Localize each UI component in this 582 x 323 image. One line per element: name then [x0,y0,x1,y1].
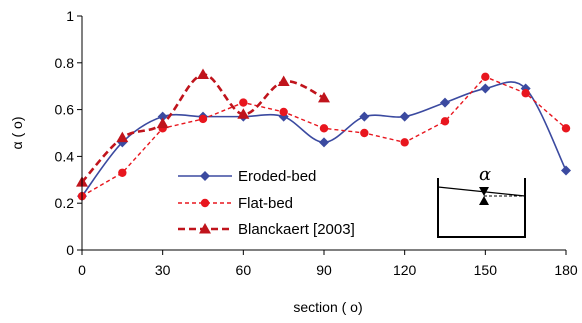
legend-label-2: Blanckaert [2003] [238,221,355,238]
data-point-1 [198,114,208,124]
y-tick-label: 0.8 [55,55,75,71]
angle-arrow-icon [479,187,489,196]
y-tick-label: 0.6 [55,102,75,118]
data-point-0 [157,111,168,122]
data-point-0 [561,165,571,176]
data-point-0 [319,137,329,148]
inset-alpha-label: α [479,164,491,185]
y-tick-label: 0 [66,242,74,258]
y-tick-label: 1 [66,8,74,24]
data-point-1 [360,128,369,138]
y-tick-label: 0.4 [55,148,75,164]
x-axis-title: section ( o) [293,299,362,315]
legend-marker-2 [199,223,211,234]
data-point-1 [239,98,248,107]
data-point-1 [319,124,329,133]
x-tick-label: 60 [236,262,252,278]
legend-label-0: Eroded-bed [238,168,316,185]
y-tick-label: 0.2 [55,195,75,211]
data-point-2 [116,131,129,143]
data-point-0 [480,83,491,94]
data-point-2 [197,68,209,79]
axes-layer: 0 0.2 0.4 0.6 0.8 1 0 30 60 90 120 150 180 section ( … [9,8,578,315]
data-point-1 [279,107,288,117]
data-point-0 [399,111,410,122]
data-point-1 [481,72,490,82]
x-tick-label: 120 [393,262,417,278]
angle-arrow-icon [479,196,489,205]
legend: Eroded-bed Flat-bed Blanckaert [2003] [178,168,355,238]
data-point-2 [156,117,169,129]
legend-marker-1 [200,198,210,208]
series-line-2 [81,73,325,184]
x-tick-label: 0 [78,262,86,278]
y-axis-title: α ( o) [9,117,25,150]
x-tick-label: 90 [316,262,332,278]
channel-outline [437,178,526,238]
data-point-1 [521,89,530,98]
data-point-1 [118,168,127,177]
data-point-1 [400,138,409,147]
x-tick-label: 150 [474,262,498,278]
data-point-0 [440,97,450,108]
plot-layer [76,68,571,202]
data-point-2 [277,75,290,87]
data-point-2 [318,91,330,103]
x-tick-label: 30 [155,262,171,278]
channel-inset-diagram: α [437,164,526,238]
data-point-0 [359,111,370,122]
data-point-1 [561,124,571,133]
data-point-2 [237,108,250,119]
data-point-1 [440,117,450,126]
legend-marker-0 [200,171,210,181]
x-tick-label: 180 [554,262,578,278]
legend-label-1: Flat-bed [238,195,293,212]
